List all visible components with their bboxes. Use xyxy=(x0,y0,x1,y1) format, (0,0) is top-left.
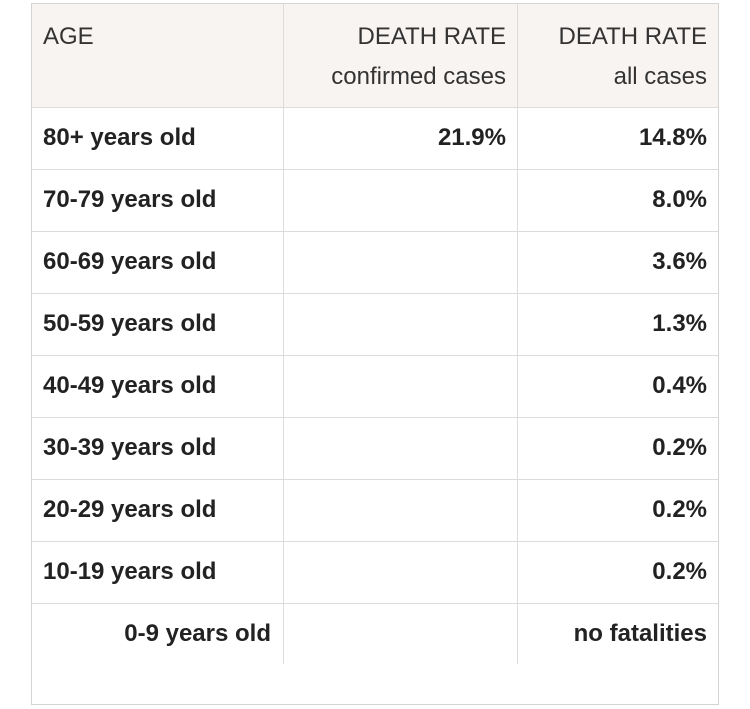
row-divider xyxy=(32,169,718,170)
row-divider xyxy=(32,107,718,108)
rate-cell: 1.3% xyxy=(652,310,707,337)
row-divider xyxy=(32,293,718,294)
rate-cell: 0.2% xyxy=(652,434,707,461)
age-cell: 0-9 years old xyxy=(124,620,271,647)
header-background xyxy=(32,4,718,107)
header-cell: confirmed cases xyxy=(331,63,506,90)
rate-cell: 8.0% xyxy=(652,186,707,213)
header-cell: all cases xyxy=(613,63,707,90)
row-divider xyxy=(32,417,718,418)
rate-cell: 14.8% xyxy=(638,124,707,151)
rate-cell: 21.9% xyxy=(437,124,506,151)
age-cell: 80+ years old xyxy=(43,124,196,151)
age-cell: 60-69 years old xyxy=(43,248,217,275)
row-divider xyxy=(32,355,718,356)
age-cell: 50-59 years old xyxy=(43,310,217,337)
row-divider xyxy=(32,231,718,232)
rate-cell: no fatalities xyxy=(573,620,707,647)
row-divider xyxy=(32,603,718,604)
header-cell: DEATH RATE xyxy=(558,23,707,50)
column-divider xyxy=(517,4,518,664)
rate-cell: 0.2% xyxy=(652,496,707,523)
header-cell: AGE xyxy=(43,23,94,50)
header-cell: DEATH RATE xyxy=(357,23,506,50)
rate-cell: 0.2% xyxy=(652,558,707,585)
column-divider xyxy=(283,4,284,664)
row-divider xyxy=(32,541,718,542)
age-cell: 30-39 years old xyxy=(43,434,217,461)
age-cell: 20-29 years old xyxy=(43,496,217,523)
age-cell: 10-19 years old xyxy=(43,558,217,585)
age-cell: 40-49 years old xyxy=(43,372,217,399)
table-frame xyxy=(31,3,719,705)
rate-cell: 3.6% xyxy=(652,248,707,275)
row-divider xyxy=(32,479,718,480)
rate-cell: 0.4% xyxy=(652,372,707,399)
age-cell: 70-79 years old xyxy=(43,186,217,213)
